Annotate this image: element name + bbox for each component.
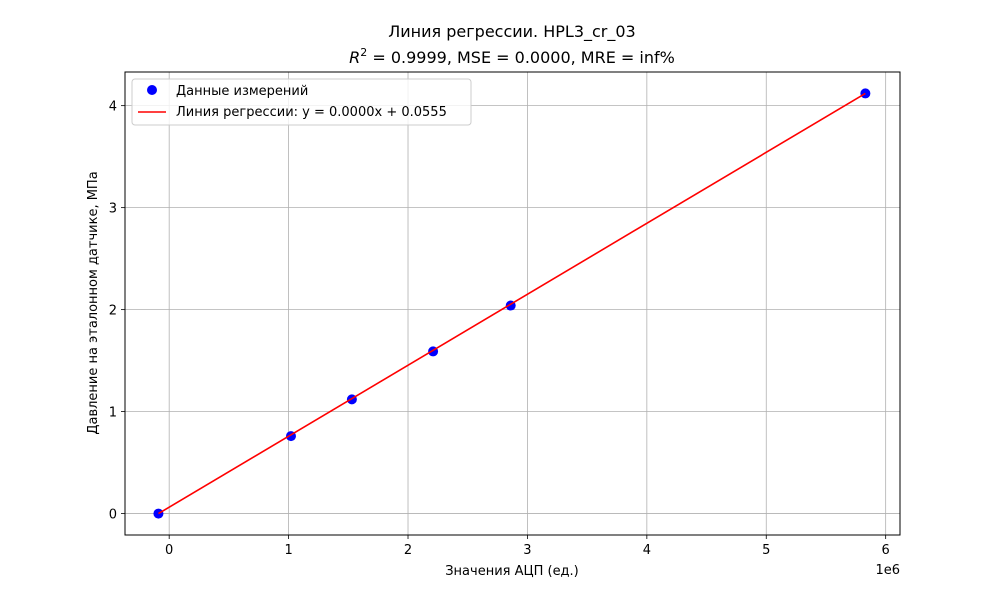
r2-power: 2 (360, 46, 367, 59)
legend: Данные измерений Линия регрессии: y = 0.… (131, 78, 472, 126)
x-tick-label-3: 3 (523, 543, 531, 558)
subtitle-metrics: = 0.9999, MSE = 0.0000, MRE = inf% (367, 48, 675, 67)
x-axis-label: Значения АЦП (ед.) (445, 564, 579, 579)
r2-symbol: R (349, 48, 360, 67)
y-axis-label: Давление на эталонном датчике, МПа (86, 171, 101, 434)
chart-title: Линия регрессии. HPL3_cr_03 (388, 22, 635, 42)
chart-subtitle: R2 = 0.9999, MSE = 0.0000, MRE = inf% (349, 46, 675, 67)
legend-marker-scatter (147, 85, 157, 95)
y-tick-label-2: 2 (109, 304, 117, 319)
legend-label-line: Линия регрессии: y = 0.0000x + 0.0555 (176, 105, 447, 120)
x-tick-label-0: 0 (165, 543, 173, 558)
plot-frame (124, 71, 901, 536)
plot-series (153, 88, 871, 519)
legend-box (131, 78, 472, 126)
x-tick-label-4: 4 (643, 543, 651, 558)
x-axis-offset-label: 1e6 (875, 563, 900, 578)
x-tick-label-1: 1 (284, 543, 292, 558)
x-tick-label-2: 2 (404, 543, 412, 558)
legend-label-scatter: Данные измерений (176, 84, 308, 99)
y-tick-label-0: 0 (109, 508, 117, 523)
regression-line (158, 92, 866, 515)
axes: 0 1 2 3 4 5 6 0 1 2 3 4 (109, 100, 890, 558)
y-tick-label-3: 3 (109, 202, 117, 217)
y-tick-label-4: 4 (109, 100, 117, 115)
y-tick-label-1: 1 (109, 406, 117, 421)
x-tick-label-5: 5 (762, 543, 770, 558)
x-tick-label-6: 6 (882, 543, 890, 558)
